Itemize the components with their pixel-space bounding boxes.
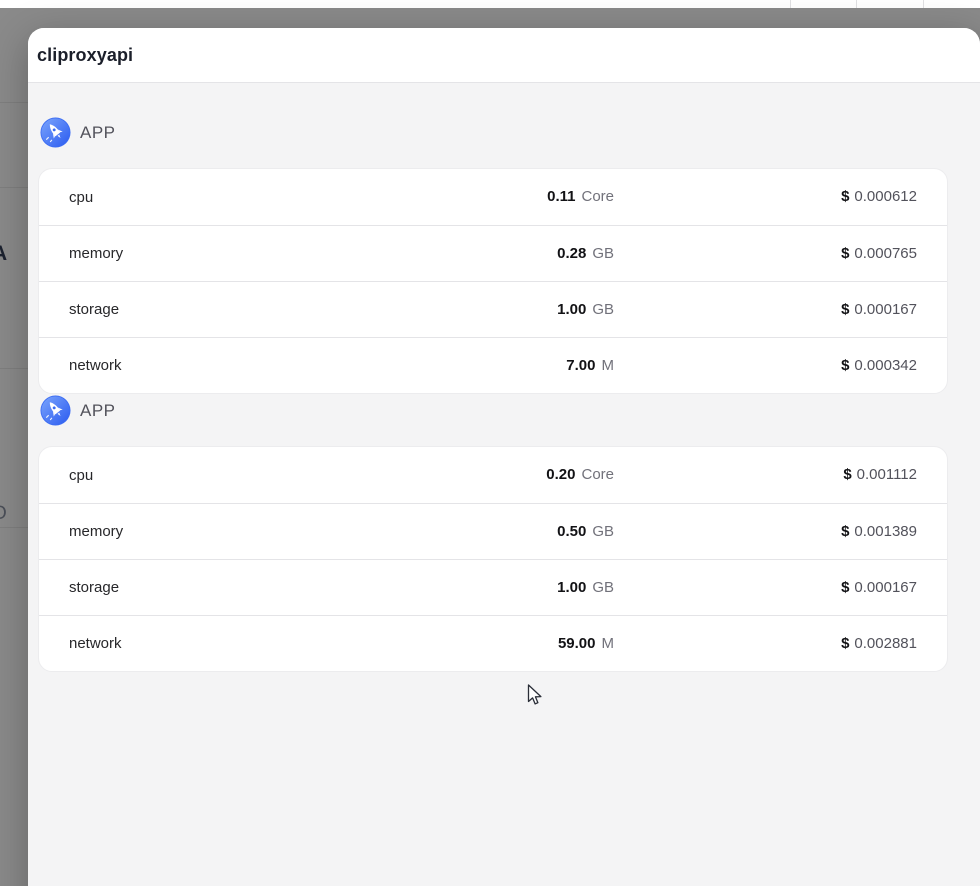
background-row-divider	[0, 368, 28, 369]
resource-value: 1.00 GB	[557, 301, 614, 319]
price-amount: 0.002881	[854, 634, 917, 652]
price-amount: 0.000612	[854, 188, 917, 205]
resource-row: memory 0.28 GB $0.000765	[39, 225, 947, 281]
background-row-divider	[0, 527, 28, 528]
resource-value: 0.11 Core	[547, 188, 614, 206]
currency-symbol: $	[841, 634, 850, 652]
resource-value-unit: GB	[592, 300, 614, 318]
resource-name: cpu	[69, 188, 94, 206]
resource-value-unit: GB	[592, 244, 614, 262]
resource-name: memory	[69, 523, 124, 540]
modal-title: cliproxyapi	[37, 44, 134, 65]
price-amount: 0.001389	[854, 522, 917, 540]
resource-value: 0.28 GB	[557, 245, 614, 263]
resource-row: storage 1.00 GB $0.000167	[39, 559, 947, 615]
resource-value-number: 0.50	[557, 522, 587, 540]
background-column-divider	[856, 0, 857, 8]
background-partial-text: O	[0, 504, 7, 523]
price-amount: 0.001112	[856, 466, 917, 483]
resource-value-unit: GB	[592, 522, 614, 540]
background-row-divider	[0, 187, 28, 188]
currency-symbol: $	[841, 300, 850, 318]
currency-symbol: $	[841, 244, 850, 262]
rocket-icon	[40, 395, 71, 426]
resource-value: 59.00 M	[558, 635, 614, 653]
resource-row: memory 0.50 GB $0.001389	[39, 503, 947, 559]
price-amount: 0.000167	[854, 300, 917, 318]
resource-name: network	[69, 357, 122, 374]
resource-value-number: 0.20	[546, 466, 576, 483]
resource-value-number: 1.00	[557, 300, 587, 318]
price-amount: 0.000167	[854, 578, 917, 596]
resource-price: $0.000342	[614, 357, 947, 375]
resource-value-number: 0.28	[557, 244, 587, 262]
resource-row: cpu 0.20 Core $0.001112	[39, 447, 947, 503]
resource-name: network	[69, 635, 122, 652]
background-column-divider	[923, 0, 924, 8]
resource-price: $0.000612	[614, 188, 947, 206]
resource-row: network 59.00 M $0.002881	[39, 615, 947, 671]
resource-value-unit: M	[601, 356, 615, 374]
resource-value: 0.50 GB	[557, 523, 614, 541]
resource-name: storage	[69, 301, 120, 318]
background-column-divider	[790, 0, 791, 8]
currency-symbol: $	[841, 578, 850, 596]
rocket-icon	[40, 117, 71, 148]
resource-table: cpu 0.11 Core $0.000612 memory 0.28 GB $0.…	[38, 168, 948, 394]
resource-value-unit: M	[601, 634, 615, 652]
modal-body: APP cpu 0.11 Core $0.000612 memory 0.28 GB…	[28, 117, 980, 672]
resource-row: cpu 0.11 Core $0.000612	[39, 169, 947, 225]
resource-value-unit: Core	[581, 466, 614, 483]
price-amount: 0.000765	[854, 244, 917, 262]
resource-name: memory	[69, 245, 124, 262]
resource-price: $0.000167	[614, 301, 947, 319]
resource-value-unit: Core	[581, 188, 614, 205]
resource-row: storage 1.00 GB $0.000167	[39, 281, 947, 337]
background-partial-text: A	[0, 243, 7, 264]
resource-value-number: 0.11	[547, 188, 576, 205]
app-section-header: APP	[40, 117, 980, 148]
resource-price: $0.002881	[614, 635, 947, 653]
app-section-header: APP	[40, 395, 980, 426]
resource-value: 7.00 M	[566, 357, 614, 375]
background-page-strip	[0, 0, 980, 8]
resource-price: $0.001112	[614, 466, 947, 484]
resource-value-unit: GB	[592, 578, 614, 596]
resource-value: 0.20 Core	[546, 466, 614, 484]
resource-price: $0.000765	[614, 245, 947, 263]
price-amount: 0.000342	[854, 356, 917, 374]
resource-value-number: 1.00	[557, 578, 587, 596]
app-section-label: APP	[80, 400, 116, 420]
resource-value: 1.00 GB	[557, 579, 614, 597]
currency-symbol: $	[841, 356, 850, 374]
currency-symbol: $	[843, 466, 852, 483]
resource-row: network 7.00 M $0.000342	[39, 337, 947, 393]
resource-table: cpu 0.20 Core $0.001112 memory 0.50 GB $0.…	[38, 446, 948, 672]
resource-value-number: 59.00	[557, 634, 596, 652]
app-section-label: APP	[80, 122, 116, 142]
resource-price: $0.000167	[614, 579, 947, 597]
currency-symbol: $	[841, 188, 850, 205]
resource-name: cpu	[69, 466, 94, 484]
app-section: APP cpu 0.11 Core $0.000612 memory 0.28 GB…	[28, 117, 980, 394]
currency-symbol: $	[841, 522, 850, 540]
resource-value-number: 7.00	[566, 356, 596, 374]
resource-price: $0.001389	[614, 523, 947, 541]
modal-header: cliproxyapi	[28, 28, 980, 83]
app-cost-modal: cliproxyapi	[28, 28, 980, 886]
app-section: APP cpu 0.20 Core $0.001112 memory 0.50 GB…	[28, 395, 980, 672]
resource-name: storage	[69, 579, 120, 596]
background-row-divider	[0, 102, 28, 103]
